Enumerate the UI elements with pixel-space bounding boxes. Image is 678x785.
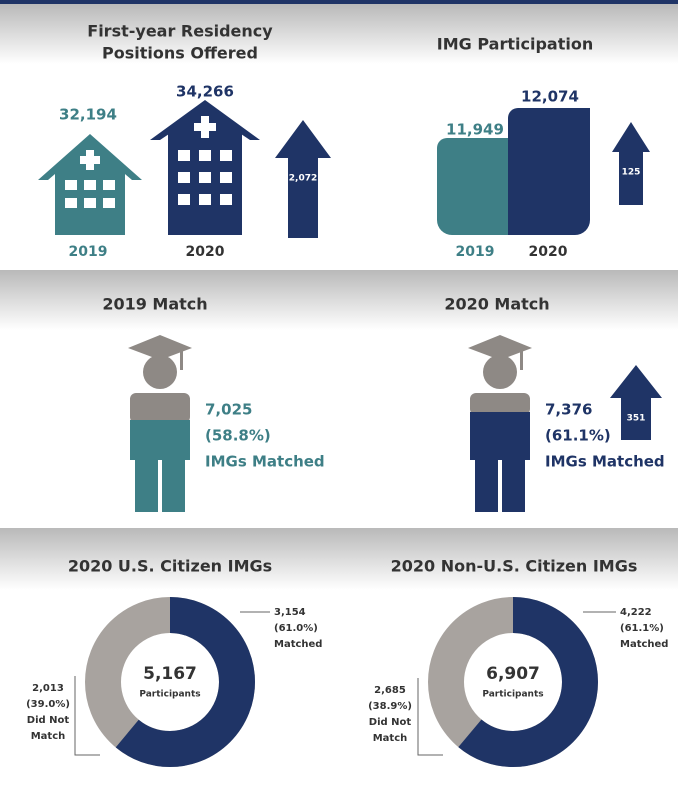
title: 2020 U.S. Citizen IMGs (68, 557, 272, 576)
band (0, 4, 678, 64)
total: 6,907 (486, 664, 540, 684)
label: (61.1%) (620, 623, 664, 634)
bar-2020 (508, 108, 590, 235)
increase: 125 (622, 168, 641, 178)
hospital-2019 (38, 134, 142, 235)
match-line: (58.8%) (205, 427, 271, 445)
total-label: Participants (139, 690, 200, 700)
match-line: 7,376 (545, 401, 592, 419)
match-line: IMGs Matched (205, 453, 325, 471)
title: Positions Offered (102, 44, 258, 63)
year: 2020 (186, 244, 225, 260)
increase: 2,072 (289, 174, 317, 184)
increase: 351 (627, 414, 646, 424)
label: Matched (620, 639, 668, 650)
donut-non-us (428, 597, 598, 767)
arrow (610, 365, 662, 440)
label: Matched (274, 639, 322, 650)
title: 2020 Non-U.S. Citizen IMGs (391, 557, 638, 576)
band (0, 528, 678, 590)
year: 2020 (529, 244, 568, 260)
total: 5,167 (143, 664, 197, 684)
label: (39.0%) (26, 699, 70, 710)
label: 4,222 (620, 607, 652, 618)
band (0, 270, 678, 330)
value: 12,074 (521, 88, 579, 106)
value: 11,949 (446, 121, 504, 139)
label: Did Not (27, 715, 70, 726)
title: 2020 Match (444, 295, 549, 314)
value: 32,194 (59, 106, 117, 124)
arrow (612, 122, 650, 205)
value: 34,266 (176, 83, 234, 101)
label: 2,685 (374, 685, 406, 696)
top-rule (0, 0, 678, 4)
label: (38.9%) (368, 701, 412, 712)
donut-us (85, 597, 255, 767)
label: 3,154 (274, 607, 306, 618)
year: 2019 (69, 244, 108, 260)
label: Match (31, 731, 66, 742)
hospital-2020 (150, 100, 260, 235)
leader (417, 678, 443, 756)
label: (61.0%) (274, 623, 318, 634)
match-line: IMGs Matched (545, 453, 665, 471)
title: IMG Participation (437, 35, 593, 54)
label: 2,013 (32, 683, 64, 694)
arrow (275, 120, 331, 238)
bar-2019 (437, 138, 510, 235)
graduate-2020 (468, 335, 532, 512)
year: 2019 (456, 244, 495, 260)
match-line: 7,025 (205, 401, 252, 419)
match-line: (61.1%) (545, 427, 611, 445)
title: First-year Residency (87, 22, 273, 41)
title: 2019 Match (102, 295, 207, 314)
label: Did Not (369, 717, 412, 728)
graduate-2019 (128, 335, 192, 512)
label: Match (373, 733, 408, 744)
total-label: Participants (482, 690, 543, 700)
leader (74, 676, 100, 756)
